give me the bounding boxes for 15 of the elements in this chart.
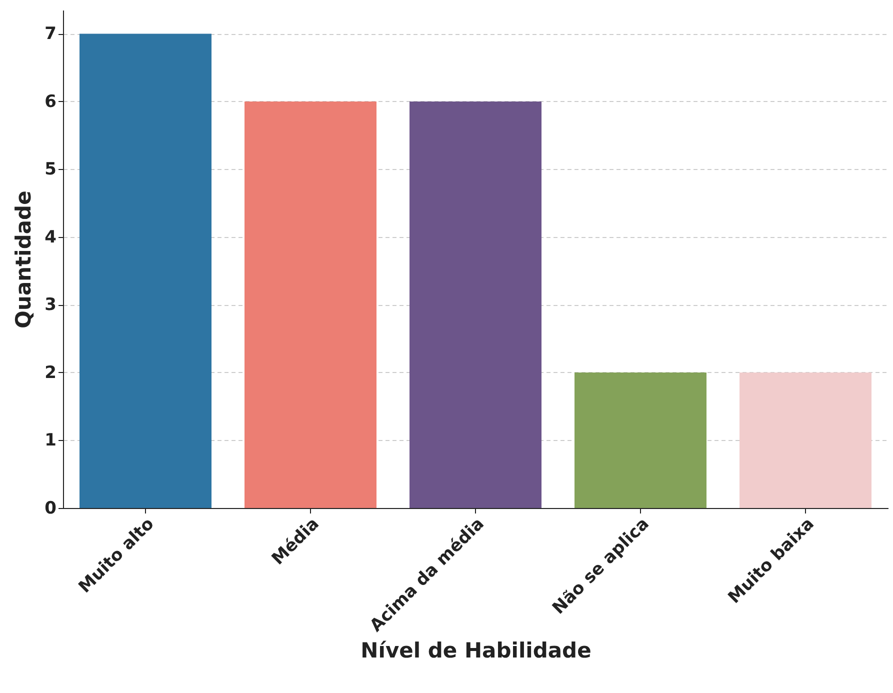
y-tick-label: 4 [44,227,57,248]
y-tick-label: 1 [44,430,56,451]
bar [574,372,706,508]
bar [244,101,376,508]
x-axis-title: Nível de Habilidade [360,638,592,663]
bar [80,34,212,508]
y-axis-title: Quantidade [12,190,36,328]
y-tick-label: 6 [44,92,56,112]
y-tick-label: 3 [44,295,56,316]
y-tick-label: 2 [44,362,56,383]
y-tick-label: 0 [44,498,57,518]
y-tick-label: 5 [44,160,56,180]
bar [410,101,542,508]
y-tick-label: 7 [44,24,56,44]
bar [740,372,872,508]
